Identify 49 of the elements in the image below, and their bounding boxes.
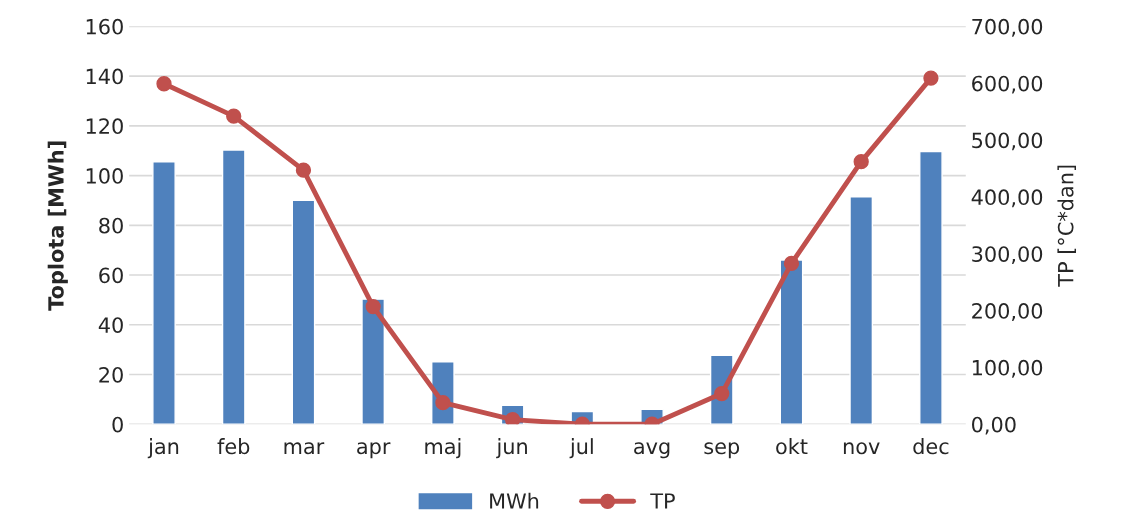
- point: [295, 162, 312, 178]
- bar: [221, 149, 246, 425]
- y-tick-label: 40: [98, 317, 123, 333]
- point: [435, 394, 451, 411]
- y-tick-label: 100: [86, 168, 123, 184]
- y2-tick-label: 600,00: [972, 75, 1043, 94]
- x-tick-label: apr: [357, 442, 391, 459]
- y2-tick-label: 0,00: [972, 416, 1016, 435]
- y-tick-label: 80: [99, 217, 123, 234]
- y2-tick-label: 100,00: [972, 359, 1043, 378]
- y-tick-label: 120: [86, 118, 123, 135]
- y2-axis-title: TP [°C*dan]: [1057, 165, 1076, 287]
- x-tick-label: okt: [776, 438, 808, 455]
- x-tick-label: jan: [147, 438, 179, 459]
- y2-tick-label: 200,00: [972, 303, 1043, 321]
- y-tick-label: 0: [112, 416, 123, 433]
- y2-tick-label: 500,00: [972, 132, 1043, 151]
- x-tick-label: maj: [425, 438, 461, 459]
- x-tick-label: avg: [634, 442, 670, 459]
- bar: [849, 195, 874, 425]
- x-tick-label: nov: [843, 442, 880, 455]
- x-tick-label: jul: [569, 438, 593, 459]
- y-tick-label: 60: [99, 267, 123, 284]
- point: [923, 70, 939, 86]
- bar: [361, 298, 386, 425]
- point: [365, 298, 381, 315]
- point: [783, 255, 800, 272]
- bar: [779, 259, 804, 425]
- point: [226, 108, 242, 124]
- y2-tick-label: 700,00: [972, 18, 1043, 37]
- y-tick-label: 140: [86, 68, 123, 85]
- x-tick-label: dec: [913, 438, 949, 455]
- y2-tick-label: 300,00: [972, 246, 1043, 265]
- x-tick-label: sep: [704, 442, 740, 459]
- y-axis-title: Toplota [MWh]: [47, 141, 68, 311]
- legend-label: TP: [650, 493, 675, 509]
- point: [156, 76, 172, 92]
- y2-tick-label: 400,00: [971, 189, 1043, 208]
- point: [714, 385, 730, 402]
- bar: [291, 199, 316, 425]
- legend-label: MWh: [490, 492, 539, 509]
- bar: [152, 161, 176, 425]
- point: [853, 153, 869, 170]
- x-tick-label: jun: [496, 438, 527, 459]
- y-tick-label: 160: [86, 18, 123, 35]
- bar: [919, 150, 943, 425]
- y-tick-label: 20: [99, 366, 123, 383]
- x-tick-label: feb: [217, 438, 250, 455]
- x-tick-label: mar: [284, 442, 325, 455]
